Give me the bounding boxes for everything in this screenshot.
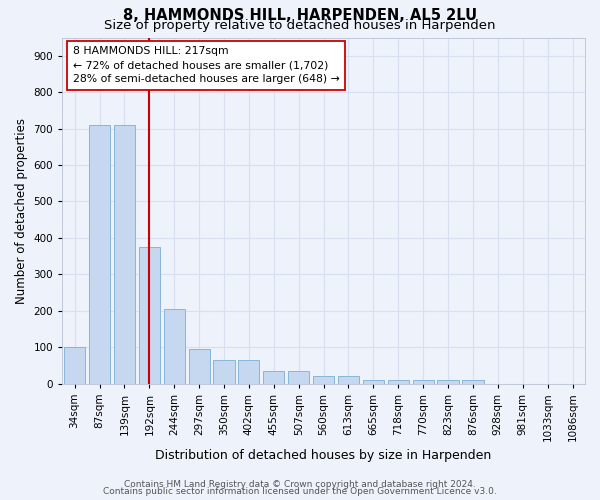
Bar [238,360,259,384]
Bar [413,380,434,384]
Bar [313,376,334,384]
Bar [188,349,210,384]
Bar [139,247,160,384]
X-axis label: Distribution of detached houses by size in Harpenden: Distribution of detached houses by size … [155,450,492,462]
Bar [388,380,409,384]
Text: Size of property relative to detached houses in Harpenden: Size of property relative to detached ho… [104,18,496,32]
Bar [114,125,135,384]
Bar [463,380,484,384]
Text: Contains HM Land Registry data © Crown copyright and database right 2024.: Contains HM Land Registry data © Crown c… [124,480,476,489]
Bar [214,360,235,384]
Bar [164,309,185,384]
Bar [437,380,458,384]
Text: 8 HAMMONDS HILL: 217sqm
← 72% of detached houses are smaller (1,702)
28% of semi: 8 HAMMONDS HILL: 217sqm ← 72% of detache… [73,46,340,84]
Bar [338,376,359,384]
Text: 8, HAMMONDS HILL, HARPENDEN, AL5 2LU: 8, HAMMONDS HILL, HARPENDEN, AL5 2LU [123,8,477,22]
Bar [263,371,284,384]
Bar [64,347,85,384]
Bar [363,380,384,384]
Bar [89,125,110,384]
Bar [288,371,309,384]
Y-axis label: Number of detached properties: Number of detached properties [15,118,28,304]
Text: Contains public sector information licensed under the Open Government Licence v3: Contains public sector information licen… [103,487,497,496]
